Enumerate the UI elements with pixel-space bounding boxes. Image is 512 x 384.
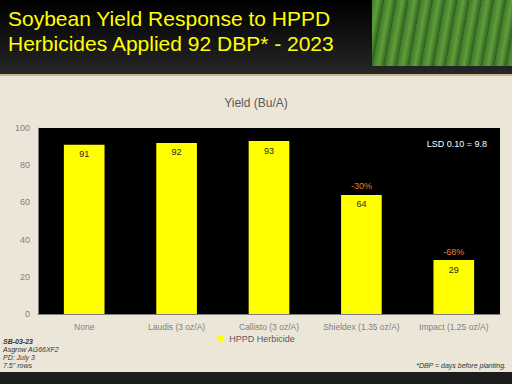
svg-text:100: 100 <box>15 123 30 133</box>
html-text:Soybean Yield Response to HPPD: Soybean Yield Response to HPPD Herbicide… <box>8 7 334 55</box>
svg-text:None: None <box>74 322 95 332</box>
svg-text:60: 60 <box>20 197 30 207</box>
svg-text:Shieldex (1.35 oz/A): Shieldex (1.35 oz/A) <box>323 322 400 332</box>
svg-text:0: 0 <box>25 309 30 319</box>
svg-text:93: 93 <box>264 146 274 156</box>
svg-text:80: 80 <box>20 160 30 170</box>
svg-text:-30%: -30% <box>351 181 372 191</box>
svg-text:64: 64 <box>356 199 366 209</box>
html-text:Asgrow AG66XF2: Asgrow AG66XF2 <box>3 346 59 353</box>
svg-text:-68%: -68% <box>443 247 464 257</box>
svg-text:20: 20 <box>20 272 30 282</box>
svg-text:91: 91 <box>79 149 89 159</box>
svg-text:40: 40 <box>20 235 30 245</box>
svg-text:Impact (1.25 oz/A): Impact (1.25 oz/A) <box>419 322 489 332</box>
svg-text:92: 92 <box>172 147 182 157</box>
svg-text:Laudis (3 oz/A): Laudis (3 oz/A) <box>148 322 205 332</box>
svg-text:HPPD Herbicide: HPPD Herbicide <box>229 334 295 344</box>
svg-text:Yield (Bu/A): Yield (Bu/A) <box>224 96 288 110</box>
svg-text:29: 29 <box>449 265 459 275</box>
html-text:7.5" rows: 7.5" rows <box>3 362 32 369</box>
html-text:PD: July 3: PD: July 3 <box>3 354 35 361</box>
html-text:*DBP = days before planting.: *DBP = days before planting. <box>416 362 506 369</box>
html-text:SB-03-23: SB-03-23 <box>3 338 33 345</box>
svg-text:Callisto (3 oz/A): Callisto (3 oz/A) <box>239 322 299 332</box>
svg-text:LSD 0.10 = 9.8: LSD 0.10 = 9.8 <box>427 139 487 149</box>
